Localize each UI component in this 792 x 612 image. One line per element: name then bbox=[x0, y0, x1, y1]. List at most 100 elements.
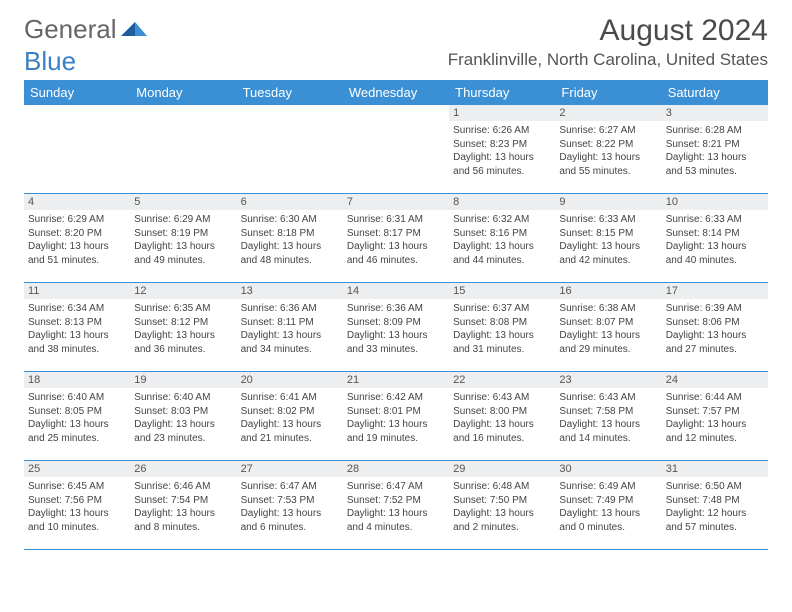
day-cell: 1 Sunrise: 6:26 AMSunset: 8:23 PMDaylight… bbox=[449, 105, 555, 193]
daylight-text: Daylight: 13 hours and 6 minutes. bbox=[241, 507, 339, 534]
sunset-text: Sunset: 8:23 PM bbox=[453, 138, 551, 152]
sunset-text: Sunset: 7:58 PM bbox=[559, 405, 657, 419]
sunrise-text: Sunrise: 6:40 AM bbox=[28, 391, 126, 405]
day-number: 26 bbox=[130, 461, 236, 477]
day-number: 10 bbox=[662, 194, 768, 210]
daylight-text: Daylight: 13 hours and 2 minutes. bbox=[453, 507, 551, 534]
day-number: 23 bbox=[555, 372, 661, 388]
logo-mark-icon bbox=[121, 14, 147, 45]
daylight-text: Daylight: 13 hours and 14 minutes. bbox=[559, 418, 657, 445]
day-number: 24 bbox=[662, 372, 768, 388]
day-info: Sunrise: 6:28 AMSunset: 8:21 PMDaylight:… bbox=[666, 124, 764, 178]
day-info: Sunrise: 6:37 AMSunset: 8:08 PMDaylight:… bbox=[453, 302, 551, 356]
day-number: 4 bbox=[24, 194, 130, 210]
day-info: Sunrise: 6:43 AMSunset: 8:00 PMDaylight:… bbox=[453, 391, 551, 445]
day-number bbox=[343, 105, 449, 121]
day-cell: 6Sunrise: 6:30 AMSunset: 8:18 PMDaylight… bbox=[237, 194, 343, 282]
day-cell: 23Sunrise: 6:43 AMSunset: 7:58 PMDayligh… bbox=[555, 372, 661, 460]
day-cell: 3Sunrise: 6:28 AMSunset: 8:21 PMDaylight… bbox=[662, 105, 768, 193]
sunset-text: Sunset: 8:16 PM bbox=[453, 227, 551, 241]
day-number: 1 bbox=[449, 105, 555, 121]
daylight-text: Daylight: 13 hours and 48 minutes. bbox=[241, 240, 339, 267]
sunrise-text: Sunrise: 6:33 AM bbox=[559, 213, 657, 227]
day-number: 7 bbox=[343, 194, 449, 210]
day-cell: 21Sunrise: 6:42 AMSunset: 8:01 PMDayligh… bbox=[343, 372, 449, 460]
day-number: 31 bbox=[662, 461, 768, 477]
day-cell: 22Sunrise: 6:43 AMSunset: 8:00 PMDayligh… bbox=[449, 372, 555, 460]
sunrise-text: Sunrise: 6:47 AM bbox=[347, 480, 445, 494]
day-cell: 27Sunrise: 6:47 AMSunset: 7:53 PMDayligh… bbox=[237, 461, 343, 549]
sunset-text: Sunset: 8:06 PM bbox=[666, 316, 764, 330]
daylight-text: Daylight: 13 hours and 27 minutes. bbox=[666, 329, 764, 356]
weekday-header: Tuesday bbox=[237, 80, 343, 105]
week-row: 4Sunrise: 6:29 AMSunset: 8:20 PMDaylight… bbox=[24, 194, 768, 283]
day-info: Sunrise: 6:36 AMSunset: 8:11 PMDaylight:… bbox=[241, 302, 339, 356]
day-cell bbox=[237, 105, 343, 193]
day-cell: 13 Sunrise: 6:36 AMSunset: 8:11 PMDayligh… bbox=[237, 283, 343, 371]
sunrise-text: Sunrise: 6:31 AM bbox=[347, 213, 445, 227]
sunrise-text: Sunrise: 6:28 AM bbox=[666, 124, 764, 138]
daylight-text: Daylight: 13 hours and 36 minutes. bbox=[134, 329, 232, 356]
day-number: 13 bbox=[237, 283, 343, 299]
logo-text-blue: Blue bbox=[24, 46, 76, 77]
week-row: 1 Sunrise: 6:26 AMSunset: 8:23 PMDaylight… bbox=[24, 105, 768, 194]
day-cell: 14Sunrise: 6:36 AMSunset: 8:09 PMDayligh… bbox=[343, 283, 449, 371]
daylight-text: Daylight: 13 hours and 40 minutes. bbox=[666, 240, 764, 267]
sunset-text: Sunset: 8:19 PM bbox=[134, 227, 232, 241]
daylight-text: Daylight: 12 hours and 57 minutes. bbox=[666, 507, 764, 534]
day-cell: 18Sunrise: 6:40 AMSunset: 8:05 PMDayligh… bbox=[24, 372, 130, 460]
sunrise-text: Sunrise: 6:45 AM bbox=[28, 480, 126, 494]
day-info: Sunrise: 6:47 AMSunset: 7:52 PMDaylight:… bbox=[347, 480, 445, 534]
sunset-text: Sunset: 8:20 PM bbox=[28, 227, 126, 241]
sunset-text: Sunset: 8:13 PM bbox=[28, 316, 126, 330]
sunrise-text: Sunrise: 6:43 AM bbox=[453, 391, 551, 405]
day-number: 2 bbox=[555, 105, 661, 121]
sunrise-text: Sunrise: 6:29 AM bbox=[134, 213, 232, 227]
day-number: 16 bbox=[555, 283, 661, 299]
location-text: Franklinville, North Carolina, United St… bbox=[448, 50, 768, 70]
daylight-text: Daylight: 13 hours and 51 minutes. bbox=[28, 240, 126, 267]
sunrise-text: Sunrise: 6:49 AM bbox=[559, 480, 657, 494]
day-info: Sunrise: 6:36 AMSunset: 8:09 PMDaylight:… bbox=[347, 302, 445, 356]
sunset-text: Sunset: 8:12 PM bbox=[134, 316, 232, 330]
day-info: Sunrise: 6:47 AMSunset: 7:53 PMDaylight:… bbox=[241, 480, 339, 534]
day-info: Sunrise: 6:45 AMSunset: 7:56 PMDaylight:… bbox=[28, 480, 126, 534]
day-cell: 11Sunrise: 6:34 AMSunset: 8:13 PMDayligh… bbox=[24, 283, 130, 371]
sunrise-text: Sunrise: 6:32 AM bbox=[453, 213, 551, 227]
daylight-text: Daylight: 13 hours and 10 minutes. bbox=[28, 507, 126, 534]
sunset-text: Sunset: 8:21 PM bbox=[666, 138, 764, 152]
sunset-text: Sunset: 7:49 PM bbox=[559, 494, 657, 508]
day-number: 18 bbox=[24, 372, 130, 388]
sunset-text: Sunset: 8:15 PM bbox=[559, 227, 657, 241]
day-number: 6 bbox=[237, 194, 343, 210]
sunset-text: Sunset: 7:53 PM bbox=[241, 494, 339, 508]
daylight-text: Daylight: 13 hours and 23 minutes. bbox=[134, 418, 232, 445]
sunrise-text: Sunrise: 6:26 AM bbox=[453, 124, 551, 138]
sunrise-text: Sunrise: 6:33 AM bbox=[666, 213, 764, 227]
day-cell: 28Sunrise: 6:47 AMSunset: 7:52 PMDayligh… bbox=[343, 461, 449, 549]
logo: General bbox=[24, 14, 147, 45]
day-number: 5 bbox=[130, 194, 236, 210]
day-number: 20 bbox=[237, 372, 343, 388]
daylight-text: Daylight: 13 hours and 56 minutes. bbox=[453, 151, 551, 178]
day-cell: 17Sunrise: 6:39 AMSunset: 8:06 PMDayligh… bbox=[662, 283, 768, 371]
sunset-text: Sunset: 8:05 PM bbox=[28, 405, 126, 419]
weekday-header-row: Sunday Monday Tuesday Wednesday Thursday… bbox=[24, 80, 768, 105]
sunrise-text: Sunrise: 6:44 AM bbox=[666, 391, 764, 405]
day-info: Sunrise: 6:48 AMSunset: 7:50 PMDaylight:… bbox=[453, 480, 551, 534]
logo-text-general: General bbox=[24, 14, 117, 45]
day-cell: 8Sunrise: 6:32 AMSunset: 8:16 PMDaylight… bbox=[449, 194, 555, 282]
weekday-header: Thursday bbox=[449, 80, 555, 105]
sunset-text: Sunset: 7:48 PM bbox=[666, 494, 764, 508]
day-number: 21 bbox=[343, 372, 449, 388]
sunset-text: Sunset: 8:18 PM bbox=[241, 227, 339, 241]
sunset-text: Sunset: 7:50 PM bbox=[453, 494, 551, 508]
header: General August 2024 Franklinville, North… bbox=[0, 0, 792, 76]
sunrise-text: Sunrise: 6:48 AM bbox=[453, 480, 551, 494]
day-info: Sunrise: 6:29 AMSunset: 8:19 PMDaylight:… bbox=[134, 213, 232, 267]
sunset-text: Sunset: 8:17 PM bbox=[347, 227, 445, 241]
sunrise-text: Sunrise: 6:47 AM bbox=[241, 480, 339, 494]
sunrise-text: Sunrise: 6:50 AM bbox=[666, 480, 764, 494]
weekday-header: Friday bbox=[555, 80, 661, 105]
daylight-text: Daylight: 13 hours and 4 minutes. bbox=[347, 507, 445, 534]
